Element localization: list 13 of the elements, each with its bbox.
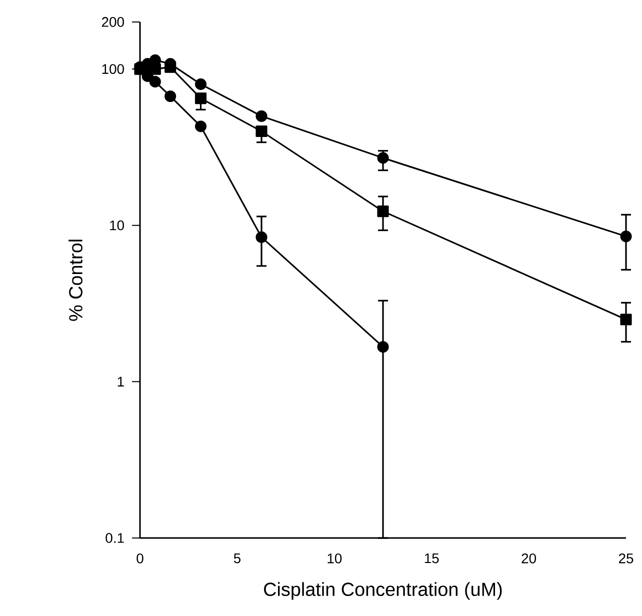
x-tick-label: 10 bbox=[328, 553, 342, 564]
x-tick-label: 25 bbox=[618, 553, 634, 564]
y-tick-label: 10 bbox=[110, 220, 124, 230]
x-tick-label: 20 bbox=[522, 553, 536, 564]
y-tick-label: 200 bbox=[102, 17, 124, 27]
y-tick-label: 100 bbox=[102, 64, 124, 74]
y-axis-title: % Control bbox=[68, 240, 82, 321]
x-tick-label: 0 bbox=[136, 553, 144, 564]
y-tick-label: 0.1 bbox=[106, 533, 124, 543]
x-axis-title: Cisplatin Concentration (uM) bbox=[264, 582, 502, 600]
y-tick-label: 1 bbox=[118, 376, 124, 386]
x-tick-label: 15 bbox=[424, 553, 439, 564]
x-tick-label: 5 bbox=[234, 553, 240, 564]
